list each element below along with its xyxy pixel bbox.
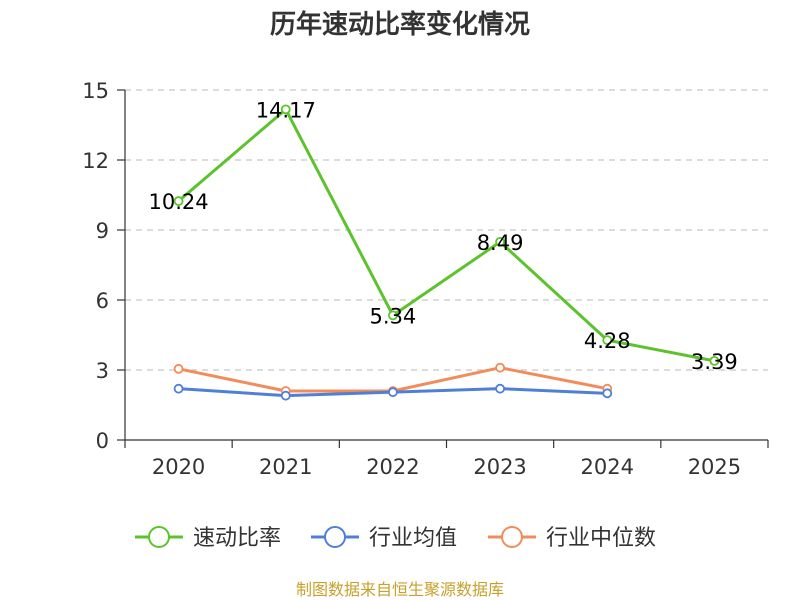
data-point[interactable] xyxy=(173,363,184,374)
legend-marker xyxy=(148,526,170,548)
source-note: 制图数据来自恒生聚源数据库 xyxy=(296,580,504,599)
y-tick-label: 6 xyxy=(96,289,109,313)
data-point[interactable] xyxy=(388,310,398,321)
y-tick-label: 12 xyxy=(82,149,109,173)
data-labels: 10.24 14.17 5.34 8.49 4.28 3.39 xyxy=(149,98,738,374)
data-label: 14.17 xyxy=(256,98,316,122)
x-tick-label: 2020 xyxy=(152,455,205,479)
x-tick-label: 2022 xyxy=(366,455,419,479)
data-label: 10.24 xyxy=(149,190,209,214)
data-point[interactable] xyxy=(173,383,184,394)
x-tick-label: 2025 xyxy=(688,455,741,479)
legend-label: 行业均值 xyxy=(369,526,457,551)
data-point[interactable] xyxy=(495,236,505,247)
data-point[interactable] xyxy=(602,335,613,346)
legend-marker xyxy=(324,526,346,548)
legend-item[interactable]: 行业均值 xyxy=(311,526,457,551)
series-1 xyxy=(173,383,613,401)
grid xyxy=(125,89,768,371)
series-group xyxy=(173,104,720,401)
legend[interactable]: 速动比率 行业均值 行业中位数 xyxy=(135,526,656,551)
series-0 xyxy=(173,104,720,366)
chart-title: 历年速动比率变化情况 xyxy=(270,9,530,40)
legend-item[interactable]: 速动比率 xyxy=(135,526,281,551)
data-point[interactable] xyxy=(280,104,291,115)
data-point[interactable] xyxy=(602,388,613,399)
data-point[interactable] xyxy=(280,390,291,401)
data-point[interactable] xyxy=(495,362,505,373)
legend-item[interactable]: 行业中位数 xyxy=(488,526,656,551)
axes: 0 3 6 9 12 15 2020 2021 2022 2023 2024 2025 xyxy=(82,79,769,479)
data-label: 8.49 xyxy=(477,231,524,255)
data-label: 5.34 xyxy=(370,304,417,328)
data-point[interactable] xyxy=(709,355,720,366)
x-tick-label: 2023 xyxy=(473,455,526,479)
series-line xyxy=(177,107,715,363)
legend-label: 速动比率 xyxy=(193,526,281,551)
data-point[interactable] xyxy=(173,196,184,206)
data-point[interactable] xyxy=(388,387,398,398)
y-tick-label: 0 xyxy=(96,429,109,453)
y-tick-label: 3 xyxy=(96,359,109,383)
legend-label: 行业中位数 xyxy=(546,526,656,551)
x-tick-label: 2024 xyxy=(581,455,634,479)
data-label: 3.39 xyxy=(691,350,738,374)
data-point[interactable] xyxy=(495,383,505,394)
data-label: 4.28 xyxy=(584,329,631,353)
legend-marker xyxy=(501,526,523,548)
x-tick-label: 2021 xyxy=(259,455,312,479)
y-tick-label: 9 xyxy=(96,219,109,243)
y-tick-label: 15 xyxy=(82,79,109,103)
